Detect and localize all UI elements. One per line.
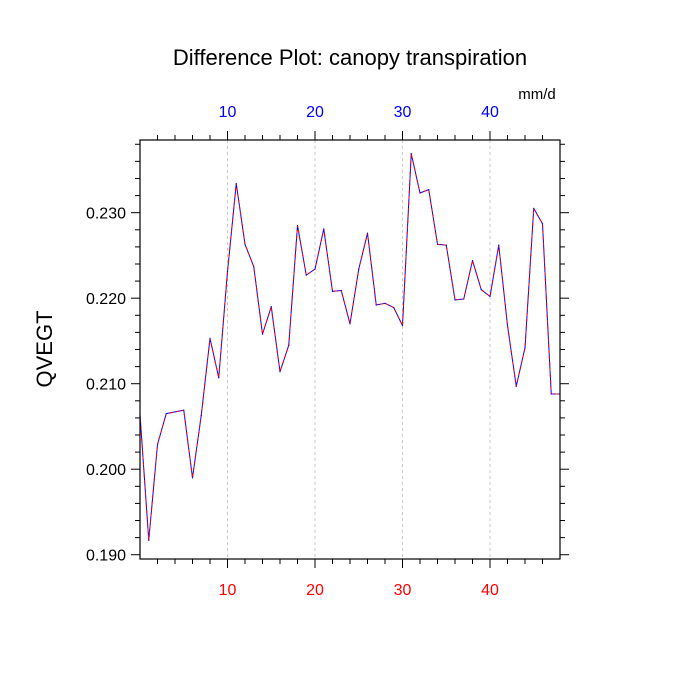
data-point	[480, 289, 482, 291]
x-tick-label-bottom: 10	[219, 582, 237, 599]
x-tick-label-top: 10	[219, 104, 237, 121]
y-tick-label: 0.210	[86, 377, 126, 394]
data-point	[375, 304, 377, 306]
data-point	[445, 244, 447, 246]
data-point	[314, 268, 316, 270]
data-point	[183, 409, 185, 411]
grid-lines	[227, 140, 491, 559]
data-point	[253, 265, 255, 268]
data-point	[174, 411, 176, 413]
y-tick-label: 0.200	[86, 462, 126, 479]
data-point	[506, 324, 509, 327]
data-point	[340, 289, 342, 292]
data-point	[331, 290, 334, 292]
data-point	[550, 393, 552, 395]
plot-frame	[139, 139, 561, 560]
axis-ticks	[131, 131, 569, 568]
data-point	[200, 414, 202, 416]
series-layer	[139, 153, 561, 541]
data-point	[358, 268, 360, 270]
data-point	[410, 153, 412, 155]
data-point	[156, 443, 159, 446]
data-point	[209, 337, 211, 339]
x-tick-label-bottom: 30	[394, 582, 412, 599]
data-point	[288, 344, 290, 346]
data-point	[244, 243, 246, 245]
x-tick-label-top: 40	[481, 104, 499, 121]
data-point	[305, 274, 307, 276]
x-tick-label-bottom: 40	[481, 582, 499, 599]
data-point	[524, 347, 526, 349]
tick-labels: 0.190 0.200 0.210 0.220 0.230 10 10 20 20 30 30 40 4…	[86, 104, 499, 599]
y-tick-label: 0.190	[86, 548, 126, 565]
y-tick-label: 0.220	[86, 291, 126, 308]
data-point	[218, 377, 220, 379]
data-point	[235, 183, 237, 185]
data-point	[454, 299, 456, 301]
chart-title: Difference Plot: canopy transpiration	[173, 45, 527, 70]
data-point	[366, 232, 369, 234]
data-point	[191, 477, 194, 479]
data-point	[515, 385, 517, 387]
x-tick-label-top: 20	[306, 104, 324, 121]
data-point	[436, 243, 439, 245]
data-point	[498, 244, 500, 246]
data-point	[471, 259, 474, 262]
x-tick-label-top: 30	[394, 104, 412, 121]
x-tick-label-bottom: 20	[306, 582, 324, 599]
data-point	[349, 323, 351, 325]
data-point	[419, 192, 421, 194]
data-point	[489, 295, 491, 298]
data-point	[384, 302, 386, 304]
data-point	[323, 228, 325, 230]
data-point	[401, 324, 404, 327]
data-point	[270, 306, 272, 308]
y-axis-label: QVEGT	[32, 310, 57, 387]
series-line-overlay	[139, 153, 560, 541]
data-point	[533, 207, 535, 210]
data-point	[226, 271, 229, 273]
data-point	[148, 539, 150, 541]
data-point	[463, 298, 465, 300]
y-tick-label: 0.230	[86, 206, 126, 223]
data-point	[165, 413, 167, 415]
data-point	[541, 223, 544, 225]
units-label: mm/d	[518, 86, 556, 103]
series-line	[139, 153, 560, 541]
data-point	[393, 307, 395, 309]
data-point	[261, 333, 264, 335]
data-point	[428, 188, 430, 191]
data-point	[296, 224, 299, 227]
data-point	[279, 371, 281, 373]
